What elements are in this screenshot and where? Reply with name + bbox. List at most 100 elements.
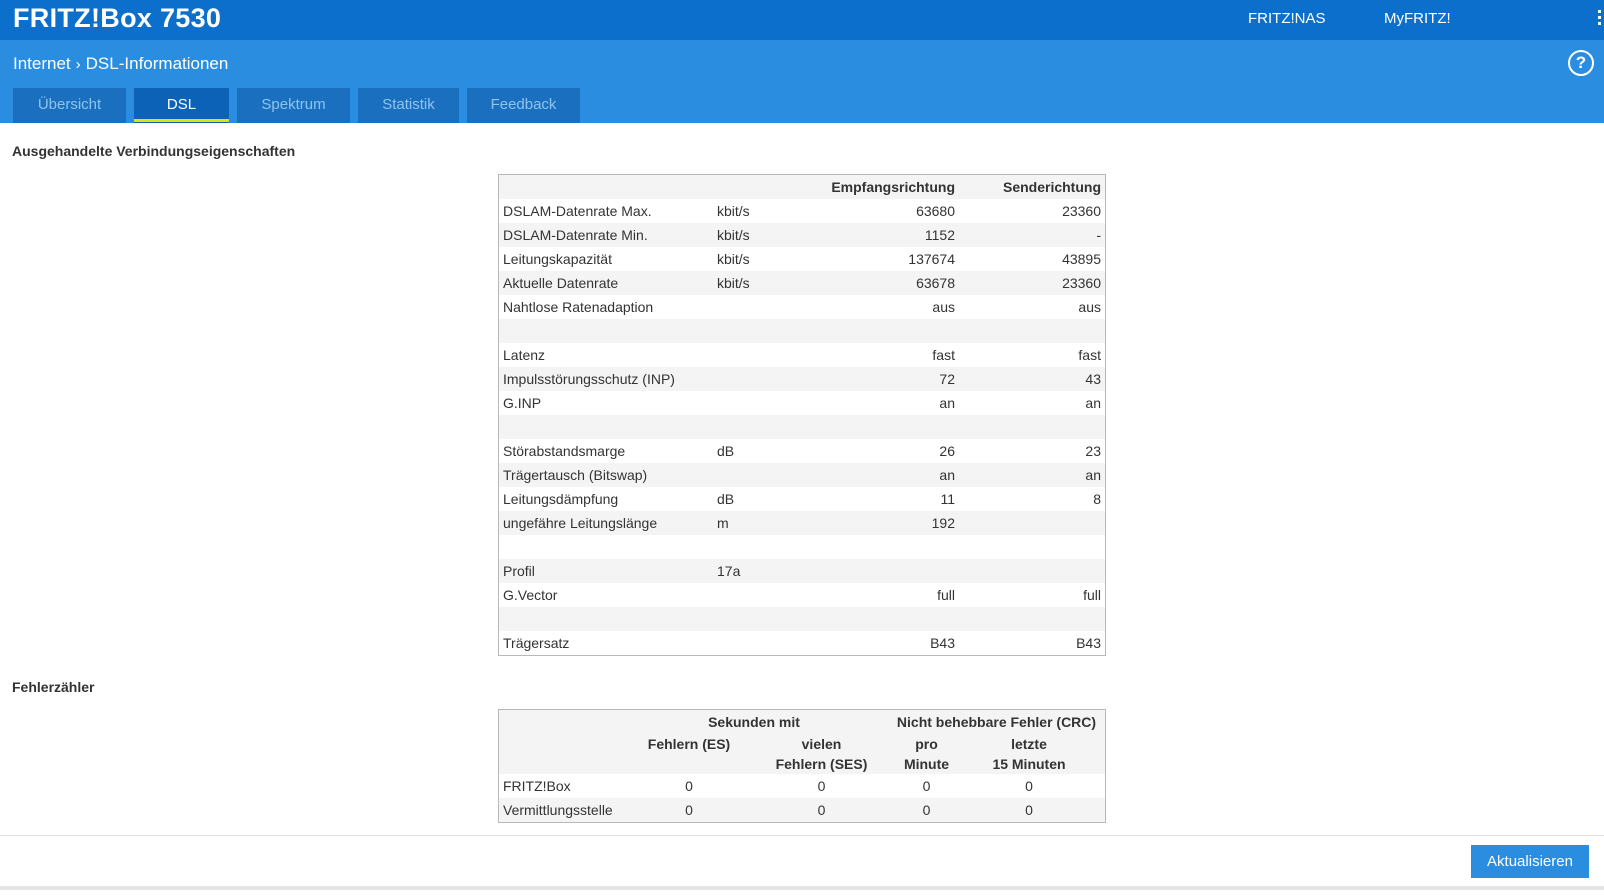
row-label: Störabstandsmarge bbox=[503, 443, 626, 459]
table-row: Leitungsdämpfung dB 11 8 bbox=[499, 487, 1105, 511]
row-unit: m bbox=[717, 515, 729, 531]
row-label: Latenz bbox=[503, 347, 546, 363]
row-recv: 26 bbox=[939, 443, 955, 459]
tab-statistik[interactable]: Statistik bbox=[358, 88, 459, 123]
connection-table: Empfangsrichtung Senderichtung DSLAM-Dat… bbox=[498, 174, 1106, 656]
myfritz-link[interactable]: MyFRITZ! bbox=[1384, 10, 1451, 27]
cell-ses: 0 bbox=[817, 802, 826, 818]
connection-table-header: Empfangsrichtung Senderichtung bbox=[499, 175, 1105, 199]
row-label: Nahtlose Ratenadaption bbox=[503, 299, 654, 315]
row-label: G.Vector bbox=[503, 587, 558, 603]
cell-ses: 0 bbox=[817, 778, 826, 794]
breadcrumb-internet[interactable]: Internet bbox=[13, 54, 71, 73]
row-recv: 137674 bbox=[908, 251, 955, 267]
row-recv: 192 bbox=[931, 515, 955, 531]
table-row: Trägertausch (Bitswap) an an bbox=[499, 463, 1105, 487]
fritz-nas-link[interactable]: FRITZ!NAS bbox=[1248, 10, 1326, 27]
row-send: B43 bbox=[1076, 635, 1101, 651]
row-send: aus bbox=[1078, 299, 1101, 315]
errors-section-title: Fehlerzähler bbox=[12, 679, 95, 695]
tab-uebersicht[interactable]: Übersicht bbox=[13, 88, 126, 123]
table-row bbox=[499, 319, 1105, 343]
tab-dsl[interactable]: DSL bbox=[134, 88, 229, 123]
table-row: DSLAM-Datenrate Max. kbit/s 63680 23360 bbox=[499, 199, 1105, 223]
table-row: Impulsstörungsschutz (INP) 72 43 bbox=[499, 367, 1105, 391]
row-recv: 72 bbox=[939, 371, 955, 387]
table-row: Vermittlungsstelle 0 0 0 0 bbox=[499, 798, 1105, 822]
connection-section-title: Ausgehandelte Verbindungseigenschaften bbox=[12, 143, 296, 159]
row-label: G.INP bbox=[503, 395, 542, 411]
row-send: 23360 bbox=[1062, 275, 1101, 291]
row-recv: 1152 bbox=[924, 227, 955, 243]
table-row: G.Vector full full bbox=[499, 583, 1105, 607]
col-ses-line1: vielen bbox=[801, 736, 842, 752]
row-label: Impulsstörungsschutz (INP) bbox=[503, 371, 675, 387]
row-recv: an bbox=[939, 467, 955, 483]
footer-bar: Aktualisieren bbox=[0, 835, 1604, 890]
row-unit: kbit/s bbox=[717, 275, 750, 291]
col-per-minute: pro Minute bbox=[889, 734, 964, 774]
table-row: FRITZ!Box 0 0 0 0 bbox=[499, 774, 1105, 798]
more-menu-icon[interactable] bbox=[1598, 10, 1604, 30]
table-row: Latenz fast fast bbox=[499, 343, 1105, 367]
row-unit: dB bbox=[717, 491, 735, 507]
cell-es: 0 bbox=[685, 778, 693, 794]
col-es: Fehlern (ES) bbox=[647, 736, 731, 752]
tab-bar: Übersicht DSL Spektrum Statistik Feedbac… bbox=[13, 88, 588, 123]
table-row: Leitungskapazität kbit/s 137674 43895 bbox=[499, 247, 1105, 271]
table-row: ungefähre Leitungslänge m 192 bbox=[499, 511, 1105, 535]
table-row bbox=[499, 535, 1105, 559]
col-per-minute-line2: Minute bbox=[903, 756, 950, 772]
row-unit: kbit/s bbox=[717, 227, 750, 243]
active-tab-indicator bbox=[134, 119, 229, 122]
error-table-col-header: Fehlern (ES) vielen Fehlern (SES) pro Minu… bbox=[499, 734, 1105, 774]
row-label: Trägersatz bbox=[503, 635, 570, 651]
row-recv: B43 bbox=[930, 635, 955, 651]
col-ses: vielen Fehlern (SES) bbox=[759, 734, 884, 774]
cell-es: 0 bbox=[685, 802, 693, 818]
tab-spektrum[interactable]: Spektrum bbox=[237, 88, 350, 123]
cell-15min: 0 bbox=[1025, 802, 1033, 818]
col-15min-line2: 15 Minuten bbox=[992, 756, 1066, 772]
row-recv: aus bbox=[932, 299, 955, 315]
table-row bbox=[499, 415, 1105, 439]
chevron-right-icon: › bbox=[75, 55, 81, 73]
table-row: Nahtlose Ratenadaption aus aus bbox=[499, 295, 1105, 319]
row-send: 43895 bbox=[1062, 251, 1101, 267]
sub-header: Internet › DSL-Informationen ? Übersicht… bbox=[0, 40, 1604, 123]
row-label: Leitungskapazität bbox=[503, 251, 612, 267]
row-label: ungefähre Leitungslänge bbox=[503, 515, 658, 531]
row-label: Profil bbox=[503, 563, 535, 579]
tab-dsl-label: DSL bbox=[166, 96, 197, 113]
top-bar: FRITZ!Box 7530 FRITZ!NAS MyFRITZ! bbox=[0, 0, 1604, 40]
col-15min-line1: letzte bbox=[1011, 736, 1047, 752]
header-recv: Empfangsrichtung bbox=[831, 179, 955, 195]
breadcrumb-current: DSL-Informationen bbox=[85, 54, 229, 73]
header-send: Senderichtung bbox=[1002, 179, 1101, 195]
table-row: Profil 17a bbox=[499, 559, 1105, 583]
table-row: Aktuelle Datenrate kbit/s 63678 23360 bbox=[499, 271, 1105, 295]
row-send: an bbox=[1085, 467, 1101, 483]
row-recv: full bbox=[937, 587, 955, 603]
tab-feedback[interactable]: Feedback bbox=[467, 88, 580, 123]
row-unit: 17a bbox=[717, 563, 741, 579]
row-unit: dB bbox=[717, 443, 735, 459]
error-table-group-header: Sekunden mit Nicht behebbare Fehler (CRC… bbox=[499, 710, 1105, 734]
row-send: 23 bbox=[1085, 443, 1101, 459]
row-recv: 63678 bbox=[916, 275, 955, 291]
row-label: Vermittlungsstelle bbox=[503, 802, 613, 818]
group-crc: Nicht behebbare Fehler (CRC) bbox=[896, 714, 1097, 730]
row-label: DSLAM-Datenrate Min. bbox=[503, 227, 648, 243]
row-label: Trägertausch (Bitswap) bbox=[503, 467, 648, 483]
table-row bbox=[499, 607, 1105, 631]
row-send: - bbox=[1096, 227, 1101, 243]
col-15min: letzte 15 Minuten bbox=[979, 734, 1079, 774]
row-label: Leitungsdämpfung bbox=[503, 491, 619, 507]
error-table: Sekunden mit Nicht behebbare Fehler (CRC… bbox=[498, 709, 1106, 823]
brand-logo: FRITZ!Box 7530 bbox=[13, 3, 222, 33]
refresh-button[interactable]: Aktualisieren bbox=[1471, 845, 1589, 878]
row-send: 8 bbox=[1093, 491, 1101, 507]
help-icon[interactable]: ? bbox=[1568, 50, 1594, 76]
row-send: an bbox=[1085, 395, 1101, 411]
table-row: Trägersatz B43 B43 bbox=[499, 631, 1105, 655]
